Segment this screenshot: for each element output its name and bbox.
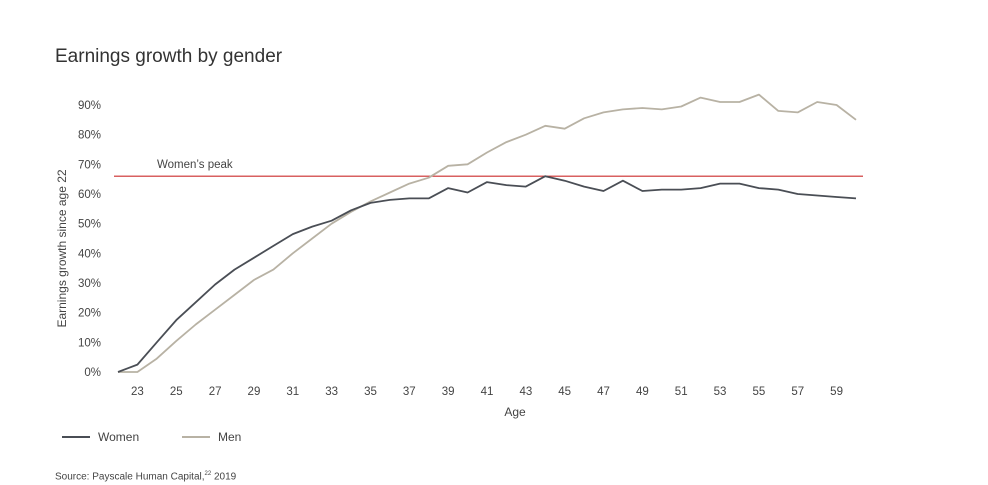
x-tick-label: 33: [325, 386, 338, 398]
source-year: 2019: [211, 471, 237, 483]
y-tick-label: 90%: [78, 100, 101, 112]
legend-swatch-women: [62, 436, 90, 438]
x-tick-label: 37: [403, 386, 416, 398]
x-tick-label: 51: [675, 386, 688, 398]
legend-label-women: Women: [98, 430, 140, 444]
chart-title: Earnings growth by gender: [55, 46, 283, 67]
y-tick-label: 60%: [78, 189, 101, 201]
y-tick-label: 50%: [78, 219, 101, 231]
series-line-women: [117, 175, 857, 373]
y-axis: 0% 10% 20% 30% 40% 50% 60% 70% 80% 90%: [78, 100, 101, 379]
source-note: Source: Payscale Human Capital,22 2019: [55, 471, 236, 482]
x-tick-label: 23: [131, 386, 144, 398]
x-axis-label: Age: [504, 405, 526, 419]
x-tick-label: 41: [481, 386, 494, 398]
x-tick-label: 25: [170, 386, 183, 398]
legend-label-men: Men: [218, 430, 242, 444]
x-axis: 23 25 27 29 31 33 35 37 39 41 43 45 47 49 51 53 55 57 59: [131, 386, 843, 398]
x-tick-label: 55: [752, 386, 765, 398]
x-tick-label: 53: [714, 386, 727, 398]
x-tick-label: 59: [830, 386, 843, 398]
y-tick-label: 40%: [78, 248, 101, 260]
y-tick-label: 30%: [78, 278, 101, 290]
legend-item-women: Women: [62, 430, 139, 444]
source-text: Source: Payscale Human Capital,: [55, 471, 205, 483]
x-tick-label: 57: [791, 386, 804, 398]
x-tick-label: 29: [248, 386, 261, 398]
source-footnote: 22: [204, 471, 212, 477]
y-tick-label: 20%: [78, 308, 101, 320]
x-tick-label: 27: [209, 386, 222, 398]
x-tick-label: 47: [597, 386, 610, 398]
series-line-men: [118, 93, 857, 373]
x-tick-label: 43: [519, 386, 532, 398]
series-group: [117, 93, 857, 373]
y-tick-label: 70%: [78, 159, 101, 171]
x-tick-label: 31: [286, 386, 299, 398]
legend-item-men: Men: [182, 430, 241, 444]
womens-peak-label: Women’s peak: [157, 159, 233, 171]
y-tick-label: 80%: [78, 130, 101, 142]
x-tick-label: 49: [636, 386, 649, 398]
y-tick-label: 10%: [78, 337, 101, 349]
x-tick-label: 39: [442, 386, 455, 398]
legend-swatch-men: [182, 436, 210, 438]
x-tick-label: 35: [364, 386, 377, 398]
y-tick-label: 0%: [84, 367, 101, 379]
y-axis-label: Earnings growth since age 22: [55, 169, 69, 327]
x-tick-label: 45: [558, 386, 571, 398]
